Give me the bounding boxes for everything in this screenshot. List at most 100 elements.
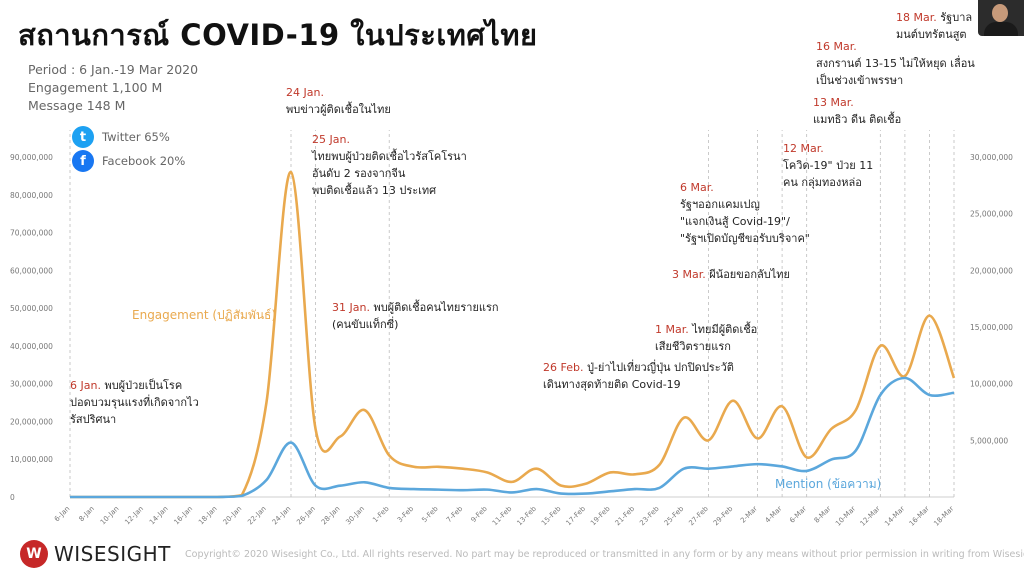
event-date: 6 Mar. bbox=[680, 181, 718, 194]
event-date: 3 Mar. bbox=[672, 268, 710, 281]
x-tick-label: 10-Mar bbox=[834, 505, 857, 528]
x-tick-label: 6-Mar bbox=[788, 505, 808, 525]
event-annotation: 12 Mar. โควิด-19" ป่วย 11 คน กลุ่มทองหล่… bbox=[783, 139, 873, 190]
facebook-share-label: Facebook 20% bbox=[102, 154, 186, 168]
x-tick-label: 6-Jan bbox=[53, 505, 72, 524]
event-annotation: 18 Mar. รัฐบาล มนต์บทรัตนสูต bbox=[896, 8, 972, 42]
event-description: ไทยพบผู้ป่วยติดเชื้อไวรัสโคโรนา อันดับ 2… bbox=[312, 150, 467, 197]
y-left-tick-label: 70,000,000 bbox=[10, 229, 53, 238]
y-right-tick-label: 5,000,000 bbox=[970, 436, 1008, 445]
twitter-share-label: Twitter 65% bbox=[102, 130, 170, 144]
x-tick-label: 16-Jan bbox=[173, 505, 195, 527]
x-tick-label: 18-Mar bbox=[932, 505, 955, 528]
y-left-tick-label: 20,000,000 bbox=[10, 417, 53, 426]
event-annotation: 16 Mar. สงกรานต์ 13-15 ไม่ให้หยุด เลื่อน… bbox=[816, 37, 975, 88]
x-tick-label: 27-Feb bbox=[687, 504, 710, 527]
x-tick-label: 26-Jan bbox=[295, 505, 317, 527]
event-date: 6 Jan. bbox=[70, 379, 105, 392]
x-tick-label: 8-Jan bbox=[77, 505, 96, 524]
event-date: 13 Mar. bbox=[813, 96, 858, 109]
y-left-tick-label: 0 bbox=[10, 493, 15, 502]
brand-name: WISESIGHT bbox=[54, 542, 171, 566]
x-tick-label: 2-Mar bbox=[739, 505, 759, 525]
x-tick-label: 4-Mar bbox=[764, 505, 784, 525]
event-annotation: 3 Mar. ผีน้อยขอกลับไทย bbox=[672, 265, 790, 282]
y-left-tick-label: 50,000,000 bbox=[10, 304, 53, 313]
event-annotation: 1 Mar. ไทยมีผู้ติดเชื้อ เสียชีวิตรายแรก bbox=[655, 320, 757, 354]
event-description: พบผู้ป่วยเป็นโรค ปอดบวมรุนแรงที่เกิดจากไ… bbox=[70, 379, 199, 426]
facebook-icon: f bbox=[72, 150, 94, 172]
y-right-tick-label: 20,000,000 bbox=[970, 266, 1013, 275]
x-tick-label: 5-Feb bbox=[420, 504, 440, 524]
x-tick-label: 21-Feb bbox=[614, 504, 637, 527]
wisesight-logo: W WISESIGHT bbox=[20, 540, 171, 568]
x-tick-label: 12-Jan bbox=[123, 505, 145, 527]
mention-series-label: Mention (ข้อความ) bbox=[775, 477, 881, 491]
wisesight-logo-icon: W bbox=[20, 540, 48, 568]
mention-series-line bbox=[70, 376, 955, 499]
x-tick-label: 28-Jan bbox=[320, 505, 342, 527]
y-right-tick-label: 30,000,000 bbox=[970, 153, 1013, 162]
x-tick-label: 13-Feb bbox=[515, 504, 538, 527]
event-description: แมทธิว ดีน ติดเชื้อ bbox=[813, 113, 902, 126]
copyright-notice: Copyright© 2020 Wisesight Co., Ltd. All … bbox=[185, 549, 1024, 560]
event-date: 26 Feb. bbox=[543, 361, 587, 374]
y-left-tick-label: 90,000,000 bbox=[10, 153, 53, 162]
event-date: 16 Mar. bbox=[816, 40, 861, 53]
event-description: ปู่-ย่าไปเที่ยวญี่ปุ่น ปกปิดประวัติ เดิน… bbox=[543, 361, 734, 391]
event-date: 31 Jan. bbox=[332, 301, 374, 314]
x-tick-label: 16-Mar bbox=[908, 505, 931, 528]
x-tick-label: 19-Feb bbox=[589, 504, 612, 527]
y-left-tick-label: 10,000,000 bbox=[10, 455, 53, 464]
event-date: 12 Mar. bbox=[783, 142, 828, 155]
x-tick-label: 18-Jan bbox=[197, 505, 219, 527]
event-description: พบข่าวผู้ติดเชื้อในไทย bbox=[286, 103, 391, 116]
y-left-tick-label: 60,000,000 bbox=[10, 266, 53, 275]
y-left-tick-label: 30,000,000 bbox=[10, 380, 53, 389]
x-tick-label: 17-Feb bbox=[565, 504, 588, 527]
event-annotation: 13 Mar. แมทธิว ดีน ติดเชื้อ bbox=[813, 93, 901, 127]
presenter-video-thumbnail bbox=[978, 0, 1024, 36]
event-annotation: 25 Jan. ไทยพบผู้ป่วยติดเชื้อไวรัสโคโรนา … bbox=[312, 130, 467, 198]
chart-title: สถานการณ์ COVID-19 ในประเทศไทย bbox=[18, 18, 538, 52]
x-tick-label: 14-Jan bbox=[148, 505, 170, 527]
x-tick-label: 29-Feb bbox=[712, 504, 735, 527]
y-left-tick-label: 40,000,000 bbox=[10, 342, 53, 351]
x-tick-label: 30-Jan bbox=[344, 505, 366, 527]
x-tick-label: 25-Feb bbox=[663, 504, 686, 527]
event-date: 18 Mar. bbox=[896, 11, 941, 24]
y-right-tick-label: 25,000,000 bbox=[970, 210, 1013, 219]
event-description: สงกรานต์ 13-15 ไม่ให้หยุด เลื่อน เป็นช่ว… bbox=[816, 57, 975, 87]
x-tick-label: 14-Mar bbox=[883, 505, 906, 528]
event-date: 25 Jan. bbox=[312, 133, 354, 146]
stat-message: Message 148 M bbox=[28, 98, 126, 113]
event-description: ไทยมีผู้ติดเชื้อ เสียชีวิตรายแรก bbox=[655, 323, 758, 353]
x-tick-label: 9-Feb bbox=[470, 504, 490, 524]
x-tick-label: 22-Jan bbox=[246, 505, 268, 527]
x-tick-label: 24-Jan bbox=[271, 505, 293, 527]
x-tick-label: 11-Feb bbox=[491, 504, 514, 527]
x-tick-label: 1-Feb bbox=[371, 504, 391, 524]
y-right-tick-label: 10,000,000 bbox=[970, 380, 1013, 389]
x-tick-label: 20-Jan bbox=[222, 505, 244, 527]
engagement-series-label: Engagement (ปฏิสัมพันธ์) bbox=[132, 308, 276, 322]
event-annotation: 6 Mar. รัฐฯออกแคมเปญ "แจกเงินสู้ Covid-1… bbox=[680, 178, 810, 246]
event-description: โควิด-19" ป่วย 11 คน กลุ่มทองหล่อ bbox=[783, 159, 874, 189]
event-description: ผีน้อยขอกลับไทย bbox=[709, 268, 790, 281]
event-annotation: 31 Jan. พบผู้ติดเชื้อคนไทยรายแรก (คนขับแ… bbox=[332, 298, 499, 332]
y-left-tick-label: 80,000,000 bbox=[10, 191, 53, 200]
event-annotation: 24 Jan. พบข่าวผู้ติดเชื้อในไทย bbox=[286, 83, 391, 117]
x-tick-label: 10-Jan bbox=[99, 505, 121, 527]
legend-facebook: f Facebook 20% bbox=[72, 150, 185, 172]
event-annotation: 26 Feb. ปู่-ย่าไปเที่ยวญี่ปุ่น ปกปิดประว… bbox=[543, 358, 734, 392]
stat-period: Period : 6 Jan.-19 Mar 2020 bbox=[28, 62, 199, 77]
event-description: พบผู้ติดเชื้อคนไทยรายแรก (คนขับแท็กซี่) bbox=[332, 301, 499, 331]
event-date: 24 Jan. bbox=[286, 86, 328, 99]
twitter-icon: t bbox=[72, 126, 94, 148]
stat-engagement: Engagement 1,100 M bbox=[28, 80, 163, 95]
x-tick-label: 7-Feb bbox=[445, 504, 465, 524]
legend-twitter: t Twitter 65% bbox=[72, 126, 170, 148]
x-tick-label: 3-Feb bbox=[396, 504, 416, 524]
engagement-series-line bbox=[70, 170, 956, 499]
